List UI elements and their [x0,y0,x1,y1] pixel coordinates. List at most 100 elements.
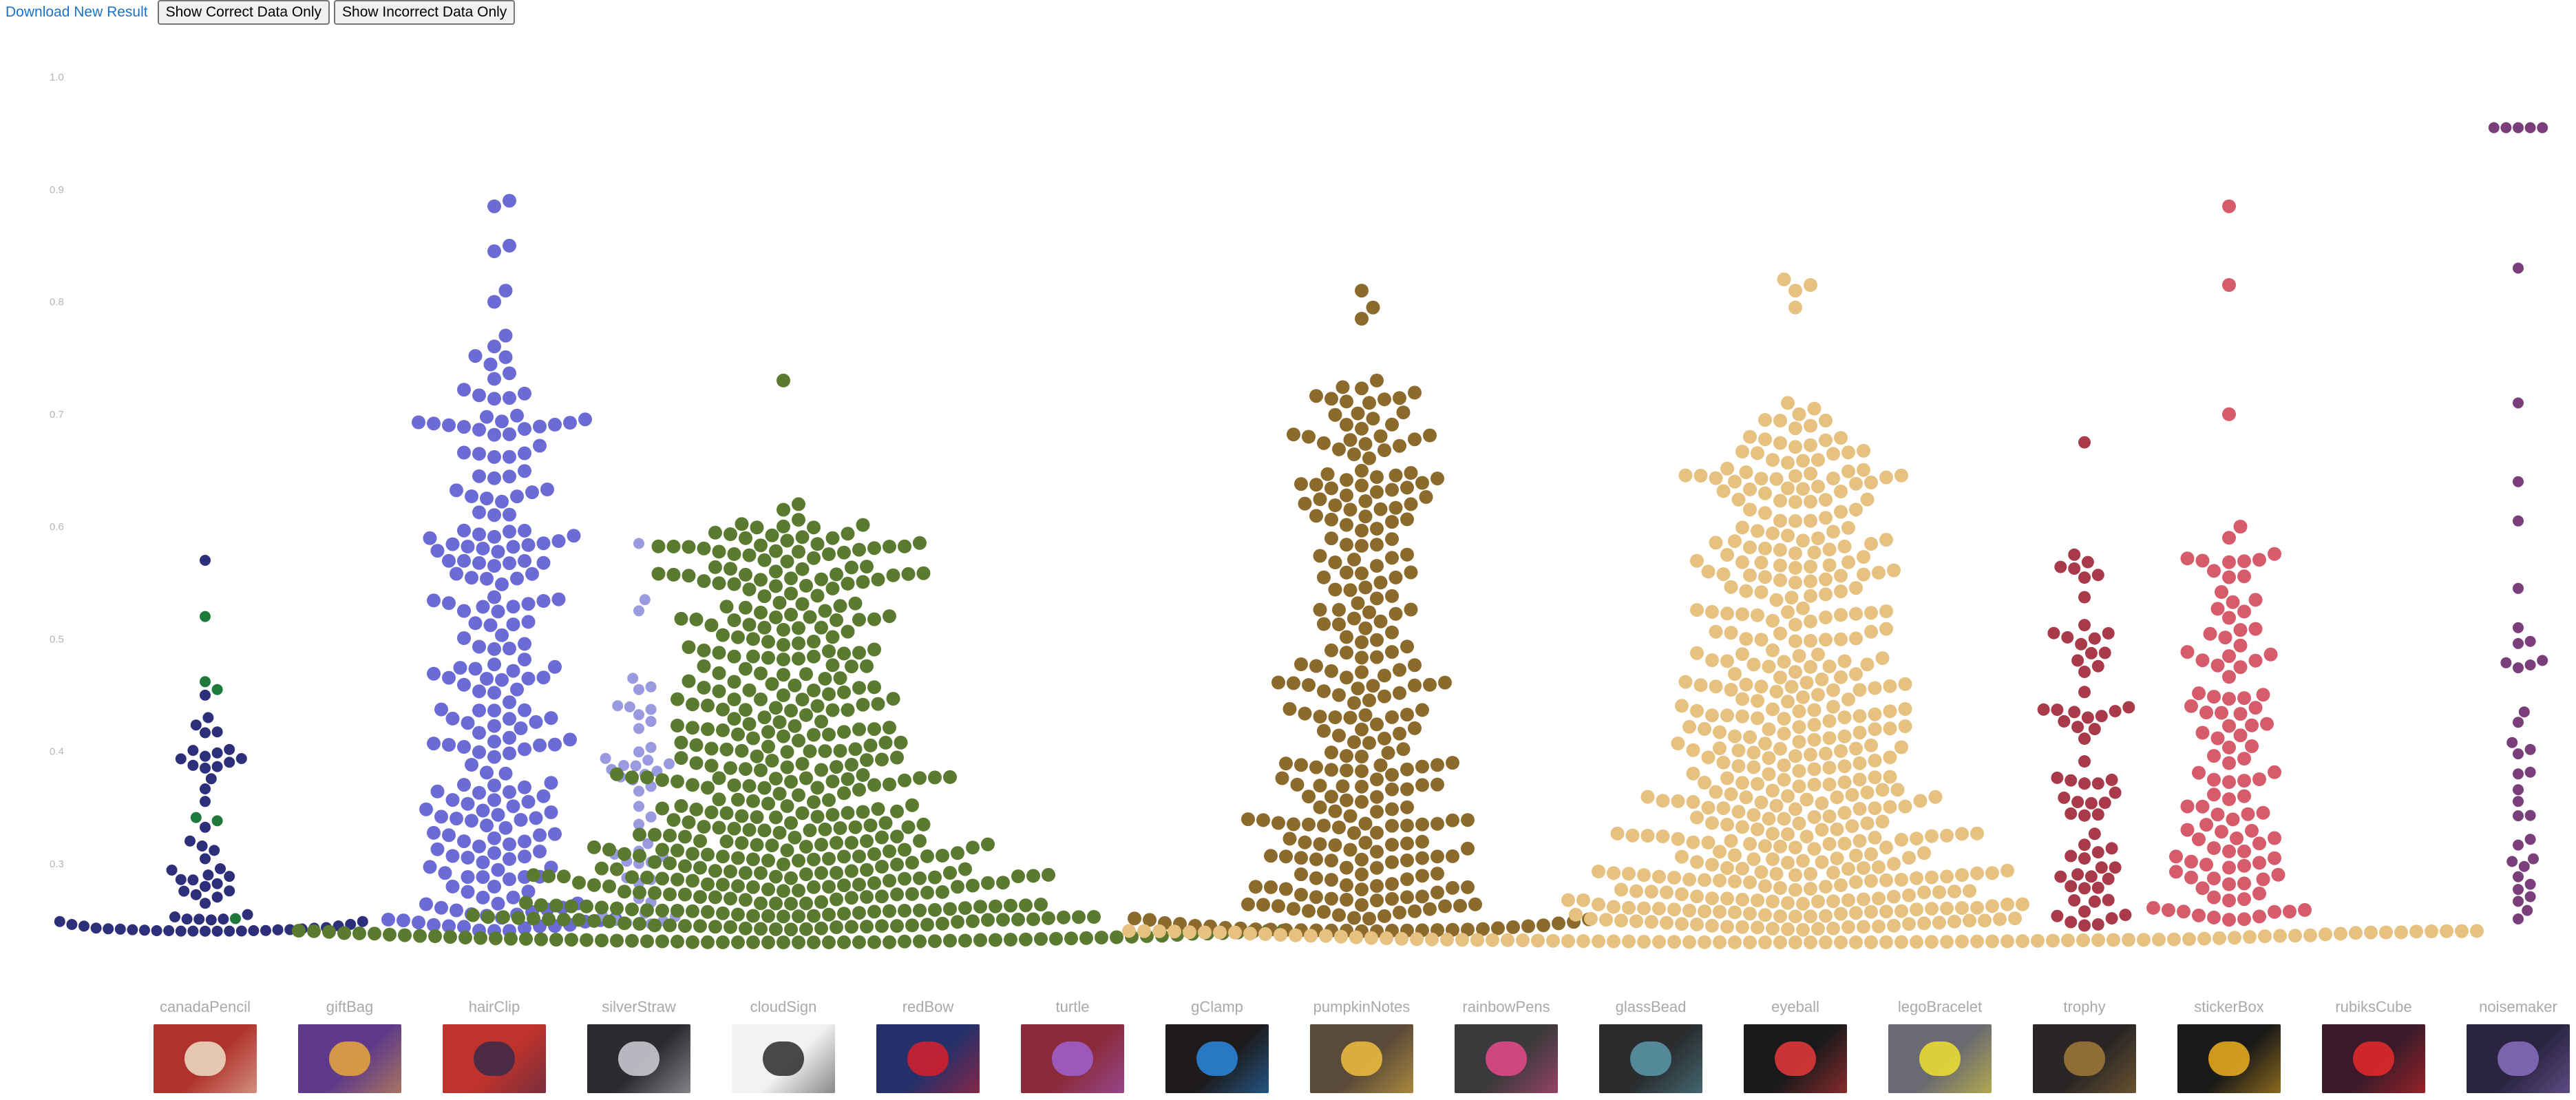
data-point[interactable] [2084,646,2098,659]
data-point[interactable] [2222,407,2236,421]
download-new-result-button[interactable]: Download New Result [0,0,154,25]
data-point[interactable] [1879,905,1893,919]
data-point[interactable] [701,877,715,891]
data-point[interactable] [1282,701,1297,716]
data-point[interactable] [521,671,536,686]
data-point[interactable] [1883,721,1897,736]
data-point[interactable] [1841,862,1855,876]
data-point[interactable] [2524,635,2536,647]
data-point[interactable] [655,934,669,949]
data-point[interactable] [510,408,524,423]
data-point[interactable] [595,900,609,915]
data-point[interactable] [883,874,896,888]
data-point[interactable] [678,919,692,933]
data-point[interactable] [1400,800,1414,814]
data-point[interactable] [633,885,646,900]
data-point[interactable] [769,701,783,715]
data-point[interactable] [1773,494,1787,508]
data-point[interactable] [633,785,644,797]
data-point[interactable] [1319,929,1333,943]
data-point[interactable] [841,805,855,820]
data-point[interactable] [1373,614,1388,628]
data-point[interactable] [1845,787,1859,802]
data-point[interactable] [2537,122,2548,134]
data-point[interactable] [503,785,516,799]
data-point[interactable] [1389,500,1403,515]
data-point[interactable] [1898,719,1912,733]
data-point[interactable] [1898,677,1912,691]
data-point[interactable] [777,884,790,898]
data-point[interactable] [1837,759,1852,774]
data-point[interactable] [503,427,516,441]
data-point[interactable] [2241,807,2255,821]
data-point[interactable] [1784,679,1799,694]
data-point[interactable] [1879,622,1893,636]
data-point[interactable] [1864,624,1878,639]
data-point[interactable] [2233,660,2248,675]
data-point[interactable] [712,821,726,835]
data-point[interactable] [1393,663,1406,677]
data-point[interactable] [1762,722,1776,737]
data-point[interactable] [719,806,734,821]
data-point[interactable] [2237,691,2251,706]
data-point[interactable] [2268,831,2281,845]
data-point[interactable] [671,934,684,949]
data-point[interactable] [1640,829,1655,843]
data-point[interactable] [648,918,662,933]
data-point[interactable] [708,920,722,934]
data-point[interactable] [1799,675,1814,690]
data-point[interactable] [708,864,722,878]
data-point[interactable] [2513,913,2524,924]
data-point[interactable] [503,507,516,522]
data-point[interactable] [1804,494,1817,509]
data-point[interactable] [777,373,790,388]
data-point[interactable] [1686,835,1700,849]
data-point[interactable] [1347,611,1361,626]
data-point[interactable] [761,635,775,649]
data-point[interactable] [1887,563,1901,578]
data-point[interactable] [200,880,211,892]
data-point[interactable] [1910,935,1923,949]
data-point[interactable] [1389,606,1403,621]
data-point[interactable] [1822,714,1837,728]
data-point[interactable] [1766,894,1780,909]
data-point[interactable] [457,523,471,538]
data-point[interactable] [1351,681,1365,696]
data-point[interactable] [693,890,707,904]
data-point[interactable] [1849,906,1863,920]
data-point[interactable] [2513,784,2524,796]
data-point[interactable] [187,925,199,937]
data-point[interactable] [837,685,851,699]
data-point[interactable] [2524,878,2536,890]
data-point[interactable] [2222,719,2236,733]
data-point[interactable] [2409,924,2423,939]
data-point[interactable] [2091,808,2104,821]
data-point[interactable] [1746,760,1761,774]
data-point[interactable] [1690,704,1704,718]
data-point[interactable] [1834,431,1848,445]
data-point[interactable] [1358,708,1373,722]
data-point[interactable] [2528,853,2539,865]
data-point[interactable] [2513,871,2524,882]
data-point[interactable] [1788,300,1802,315]
data-point[interactable] [457,604,471,618]
data-point[interactable] [739,662,752,676]
data-point[interactable] [1751,920,1764,935]
data-point[interactable] [2513,662,2524,674]
data-point[interactable] [825,658,840,673]
data-point[interactable] [2109,705,2122,718]
data-point[interactable] [1894,468,1908,483]
data-point[interactable] [2513,582,2524,594]
data-point[interactable] [898,539,911,553]
data-point[interactable] [1355,779,1369,794]
data-point[interactable] [1735,820,1749,834]
data-point[interactable] [322,924,336,939]
data-point[interactable] [746,880,760,894]
data-point[interactable] [1610,826,1625,840]
data-point[interactable] [686,874,699,888]
data-point[interactable] [480,765,494,780]
data-point[interactable] [655,871,669,886]
data-point[interactable] [898,904,911,918]
data-point[interactable] [1849,848,1863,863]
data-point[interactable] [810,781,825,795]
